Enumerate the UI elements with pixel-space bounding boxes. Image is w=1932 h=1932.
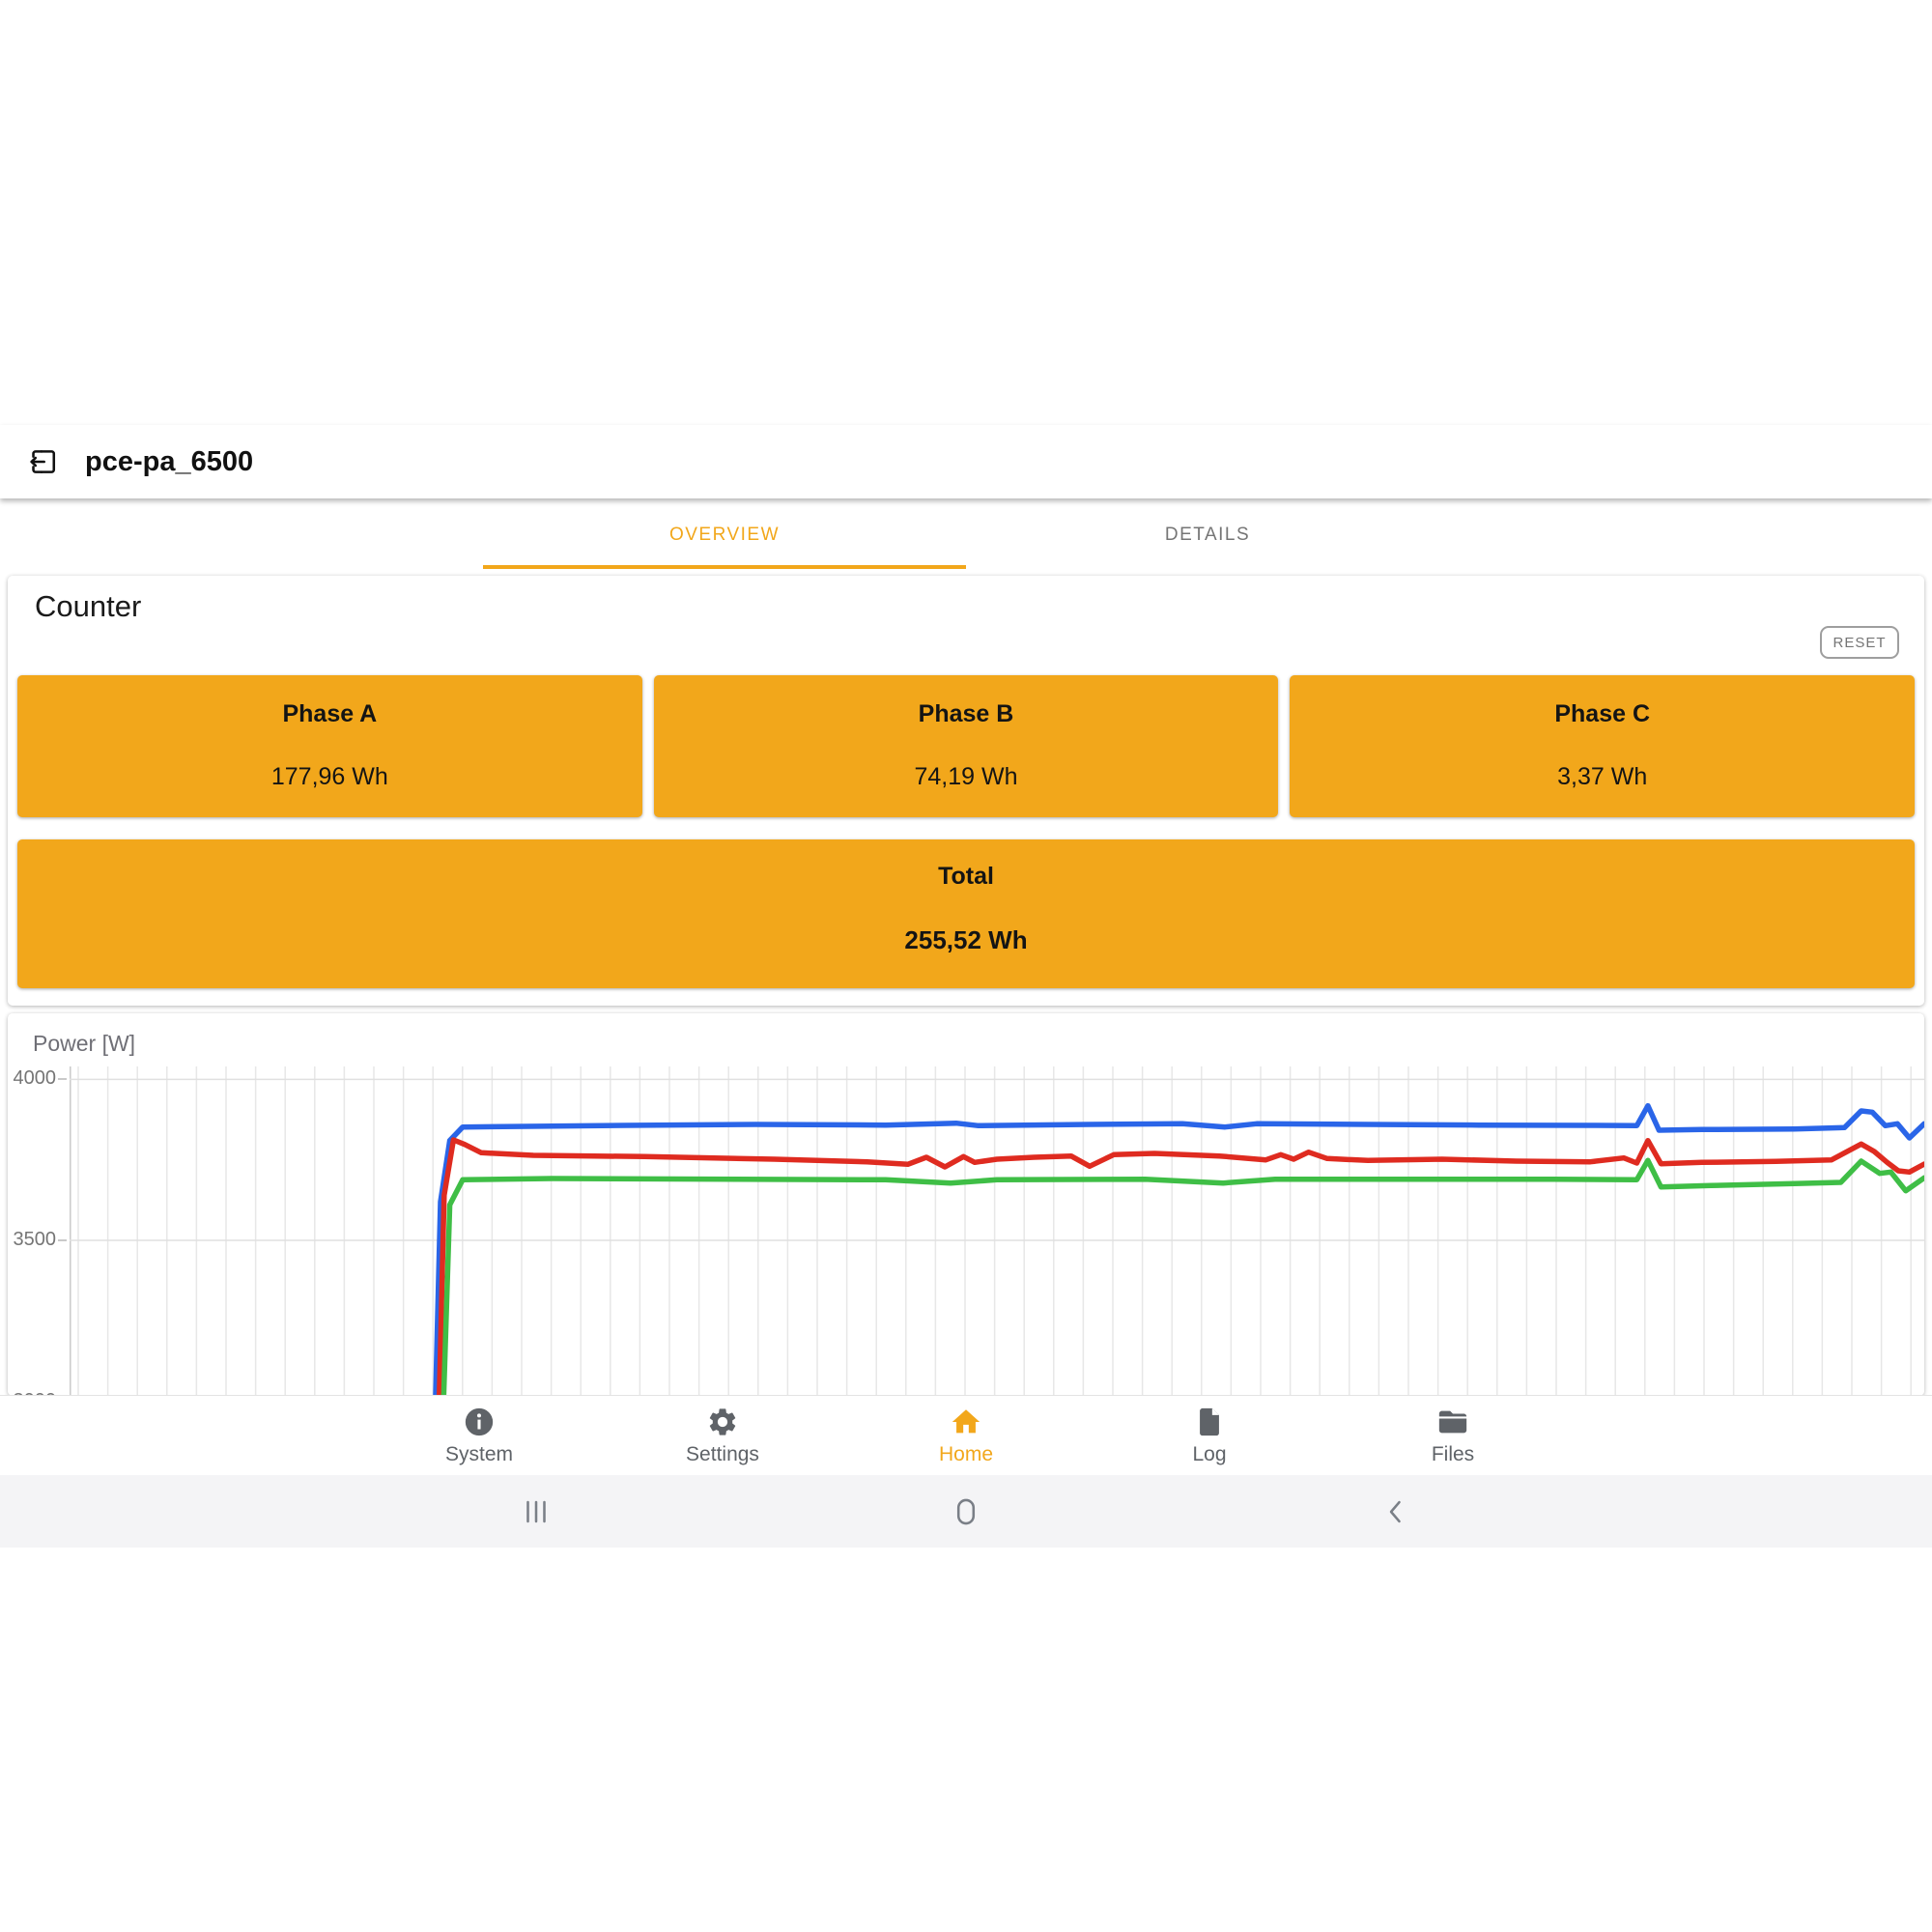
tab-bar: OVERVIEW DETAILS [0, 498, 1932, 572]
nav-item-settings[interactable]: Settings [601, 1396, 844, 1475]
power-chart-card: Power [W] 4000 3500 3000 [8, 1013, 1924, 1396]
power-line-chart [70, 1066, 1924, 1396]
nav-label-files: Files [1431, 1443, 1475, 1465]
phase-b-label: Phase B [918, 700, 1014, 727]
tab-details-label: DETAILS [1164, 525, 1251, 545]
y-tick-3000: 3000 [8, 1390, 57, 1396]
recents-icon[interactable] [507, 1475, 565, 1548]
home-icon [952, 1409, 980, 1434]
counter-card: Counter RESET Phase A 177,96 Wh Phase B … [8, 576, 1924, 1006]
counter-card-header: Counter RESET [17, 576, 1915, 675]
nav-label-home: Home [938, 1443, 994, 1465]
tab-overview-label: OVERVIEW [668, 525, 781, 545]
nav-label-system: System [444, 1443, 513, 1465]
app-header: pce-pa_6500 [0, 425, 1932, 498]
tab-overview[interactable]: OVERVIEW [483, 498, 966, 572]
chart-title: Power [W] [33, 1031, 136, 1056]
y-tick-dash [58, 1078, 67, 1081]
android-navigation-bar [0, 1475, 1932, 1548]
top-whitespace [0, 0, 1932, 425]
tab-details[interactable]: DETAILS [966, 498, 1449, 572]
phase-c-value: 3,37 Wh [1557, 763, 1648, 790]
phase-a-card: Phase A 177,96 Wh [17, 675, 642, 817]
counter-title: Counter [35, 589, 142, 623]
y-tick-4000: 4000 [8, 1067, 67, 1090]
nav-item-system[interactable]: System [357, 1396, 601, 1475]
gear-icon [709, 1408, 736, 1435]
active-tab-underline [483, 565, 966, 569]
page-title: pce-pa_6500 [85, 445, 254, 477]
reset-button[interactable]: RESET [1820, 626, 1899, 659]
phase-c-label: Phase C [1554, 700, 1651, 727]
total-card: Total 255,52 Wh [17, 839, 1915, 988]
bottom-navigation: System Settings Home Log F [0, 1395, 1932, 1475]
nav-label-settings: Settings [686, 1443, 759, 1465]
bottom-whitespace [0, 1548, 1932, 1932]
phase-a-label: Phase A [282, 700, 378, 727]
phase-a-value: 177,96 Wh [270, 763, 388, 790]
y-tick-3500: 3500 [8, 1229, 67, 1251]
nav-item-home[interactable]: Home [844, 1396, 1088, 1475]
phase-row: Phase A 177,96 Wh Phase B 74,19 Wh Phase… [17, 675, 1916, 817]
chart-plot-area [70, 1066, 1924, 1396]
back-icon[interactable] [1367, 1475, 1425, 1548]
phase-b-value: 74,19 Wh [914, 763, 1018, 790]
y-tick-dash [58, 1239, 67, 1241]
nav-item-files[interactable]: Files [1331, 1396, 1575, 1475]
info-icon [465, 1407, 494, 1436]
phase-c-card: Phase C 3,37 Wh [1290, 675, 1916, 817]
exit-back-icon[interactable] [27, 445, 60, 478]
folder-icon [1438, 1410, 1467, 1434]
phase-b-card: Phase B 74,19 Wh [653, 675, 1279, 817]
home-circle-icon[interactable] [937, 1475, 995, 1548]
total-label: Total [938, 863, 994, 890]
document-icon [1200, 1407, 1219, 1436]
nav-label-log: Log [1192, 1443, 1227, 1465]
nav-item-log[interactable]: Log [1088, 1396, 1331, 1475]
total-value: 255,52 Wh [904, 925, 1028, 954]
